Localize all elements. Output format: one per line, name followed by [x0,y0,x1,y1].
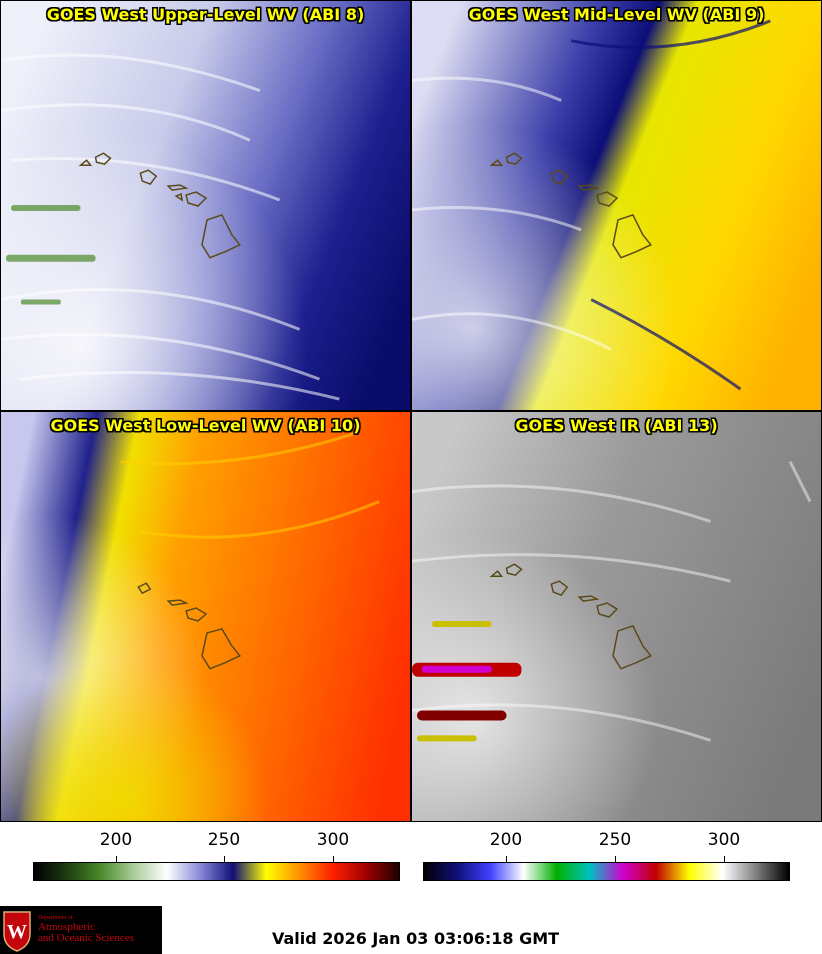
panel-title: GOES West Low-Level WV (ABI 10) [50,416,361,435]
colorbar-tick [615,856,616,862]
colorbar-tick-label: 300 [316,830,350,850]
logo-text: Department of Atmospheric and Oceanic Sc… [38,915,134,944]
upper-level-wv-image [1,1,410,410]
valid-time: Valid 2026 Jan 03 03:06:18 GMT [272,929,560,948]
colorbar-wv: 200 250 300 [0,822,411,892]
colorbar-tick-label: 250 [207,830,241,850]
logo-dept: Department of [38,915,73,922]
colorbar-tick [506,856,507,862]
colorbar-tick-label: 300 [707,830,741,850]
colorbar-tick [333,856,334,862]
crest-letter: W [7,921,27,943]
colorbar-tick [724,856,725,862]
colorbar-tick-label: 200 [489,830,523,850]
logo-line2: and Oceanic Sciences [38,932,134,945]
colorbar-gradient [423,862,790,881]
hawaii-coastline [489,152,653,259]
cold-cloud-tops [412,620,522,742]
ir-image [412,412,821,821]
panel-title: GOES West IR (ABI 13) [515,416,718,435]
hawaii-coastline [137,582,242,670]
colorbar-gradient [33,862,400,881]
low-level-wv-image [1,412,410,821]
aos-logo[interactable]: W Department of Atmospheric and Oceanic … [0,906,162,954]
panel-upper-level-wv: GOES West Upper-Level WV (ABI 8) [0,0,411,411]
panel-title: GOES West Upper-Level WV (ABI 8) [46,5,365,24]
panel-low-level-wv: GOES West Low-Level WV (ABI 10) [0,411,411,822]
hawaii-coastline [78,152,242,259]
colorbar-tick [224,856,225,862]
logo-line1: Atmospheric [38,920,95,933]
mid-level-wv-image [412,1,821,410]
panel-ir: GOES West IR (ABI 13) [411,411,822,822]
satellite-image-grid: GOES West Upper-Level WV (ABI 8) [0,0,822,822]
hawaii-coastline [489,563,653,670]
colorbar-ir: 200 250 300 [411,822,822,892]
colorbar-tick-label: 200 [99,830,133,850]
panel-mid-level-wv: GOES West Mid-Level WV (ABI 9) [411,0,822,411]
colorbar-tick [116,856,117,862]
uw-crest-icon: W [3,911,31,952]
panel-title: GOES West Mid-Level WV (ABI 9) [468,5,765,24]
colorbar-tick-label: 250 [598,830,632,850]
